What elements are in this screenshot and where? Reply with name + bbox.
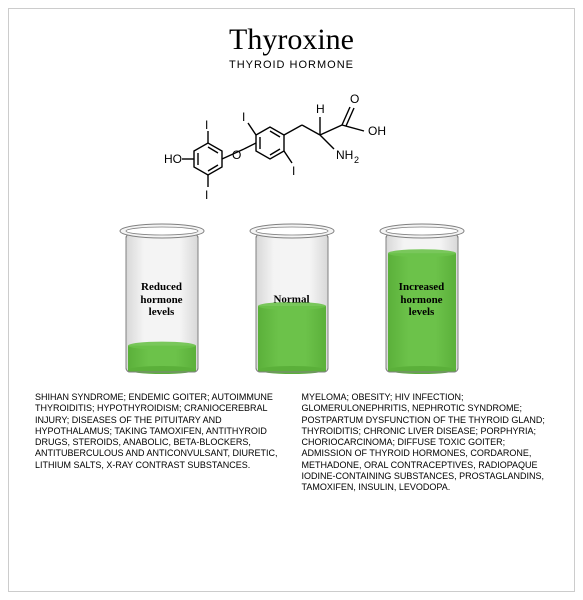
tube-label-0: Reducedhormonelevels xyxy=(114,281,210,319)
tube-label-1: Normal xyxy=(244,294,340,307)
svg-text:OH: OH xyxy=(368,124,386,138)
tube-0: Reducedhormonelevels xyxy=(114,220,210,380)
lists-row: SHIHAN SYNDROME; ENDEMIC GOITER; AUTOIMM… xyxy=(9,380,574,493)
tube-1: Normal xyxy=(244,220,340,380)
title-block: Thyroxine THYROID HORMONE xyxy=(9,9,574,71)
svg-text:I: I xyxy=(205,188,208,202)
page-subtitle: THYROID HORMONE xyxy=(9,59,574,71)
svg-text:O: O xyxy=(350,92,359,106)
svg-text:I: I xyxy=(242,110,245,124)
molecule-diagram: HO I I I I O O OH H NH 2 xyxy=(9,77,574,210)
increased-causes-list: MYELOMA; OBESITY; HIV INFECTION; GLOMERU… xyxy=(302,392,549,493)
tubes-row: Reducedhormonelevels xyxy=(9,220,574,380)
svg-text:I: I xyxy=(205,118,208,132)
svg-text:O: O xyxy=(232,148,241,162)
content-frame: Thyroxine THYROID HORMONE xyxy=(8,8,575,592)
reduced-causes-list: SHIHAN SYNDROME; ENDEMIC GOITER; AUTOIMM… xyxy=(35,392,282,493)
svg-text:H: H xyxy=(316,102,325,116)
tube-2: Increasedhormonelevels xyxy=(374,220,470,380)
molecule-svg: HO I I I I O O OH H NH 2 xyxy=(152,77,432,205)
svg-text:NH: NH xyxy=(336,148,353,162)
svg-text:2: 2 xyxy=(354,155,359,165)
svg-text:HO: HO xyxy=(164,152,182,166)
svg-text:I: I xyxy=(292,164,295,178)
tube-label-2: Increasedhormonelevels xyxy=(374,281,470,319)
page-title: Thyroxine xyxy=(9,23,574,57)
